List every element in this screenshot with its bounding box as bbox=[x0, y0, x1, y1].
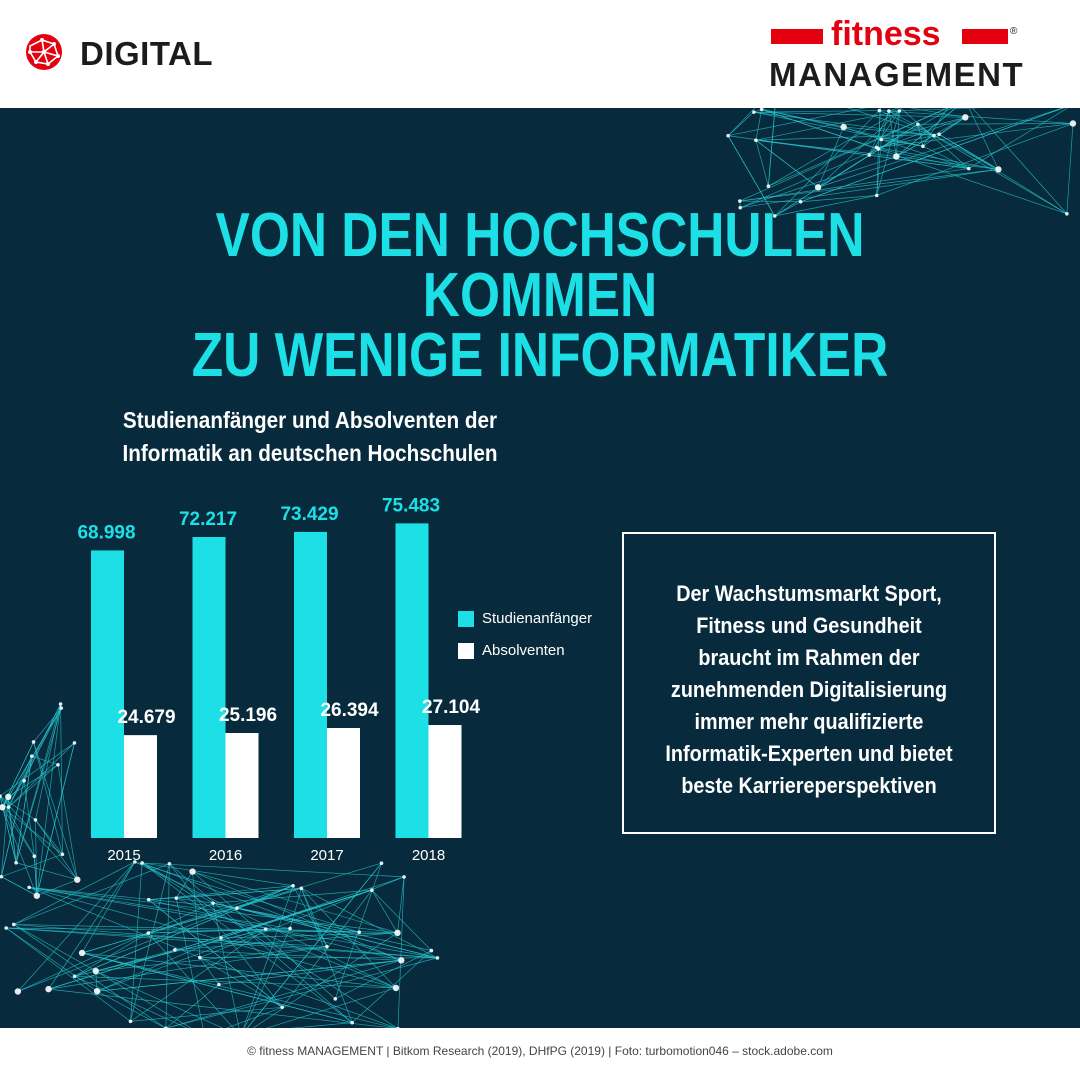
headline: VON DEN HOCHSCHULEN KOMMEN ZU WENIGE INF… bbox=[92, 201, 988, 390]
brand-logo: fitness ® MANAGEMENT bbox=[766, 14, 1026, 94]
chart-title: Studienanfänger und Absolventen der Info… bbox=[85, 404, 535, 470]
section-label: DIGITAL bbox=[80, 35, 214, 72]
legend-swatch-absolventen bbox=[458, 643, 474, 659]
infographic-panel: VON DEN HOCHSCHULEN KOMMEN ZU WENIGE INF… bbox=[0, 108, 1080, 1028]
x-tick-label-2015: 2015 bbox=[107, 847, 140, 864]
callout-text: Der Wachstumsmarkt Sport, Fitness und Ge… bbox=[643, 578, 976, 802]
legend-label-studienanfaenger: Studienanfänger bbox=[482, 610, 593, 627]
x-tick-label-2017: 2017 bbox=[310, 847, 343, 864]
network-background bbox=[0, 108, 1077, 1028]
network-cluster bbox=[726, 108, 1077, 218]
x-tick-label-2018: 2018 bbox=[412, 847, 445, 864]
data-label-absolventen-2015: 24.679 bbox=[117, 707, 175, 728]
bar-absolventen-2016 bbox=[225, 732, 259, 838]
bar-absolventen-2017 bbox=[327, 727, 360, 838]
network-cluster bbox=[0, 702, 81, 899]
legend-swatch-studienanfaenger bbox=[458, 611, 474, 627]
bar-absolventen-2015 bbox=[124, 735, 157, 838]
x-tick-label-2016: 2016 bbox=[209, 847, 242, 864]
callout-line: Fitness und Gesundheit bbox=[696, 613, 922, 638]
data-label-absolventen-2018: 27.104 bbox=[422, 697, 481, 718]
callout-line: immer mehr qualifizierte bbox=[694, 709, 924, 734]
globe-icon bbox=[26, 34, 62, 70]
data-label-studienanfaenger-2018: 75.483 bbox=[382, 495, 440, 516]
network-cluster bbox=[4, 860, 440, 1028]
callout-line: Der Wachstumsmarkt Sport, bbox=[676, 581, 942, 606]
callout-box: Der Wachstumsmarkt Sport, Fitness und Ge… bbox=[622, 532, 996, 834]
data-label-absolventen-2017: 26.394 bbox=[320, 700, 379, 721]
chart-title-line-2: Informatik an deutschen Hochschulen bbox=[122, 440, 498, 466]
bar-studienanfaenger-2018 bbox=[395, 523, 429, 838]
callout-line: beste Karriereperspektiven bbox=[681, 773, 937, 798]
footer-credits: © fitness MANAGEMENT | Bitkom Research (… bbox=[247, 1044, 833, 1058]
bar-absolventen-2018 bbox=[428, 725, 462, 838]
brand-top: fitness bbox=[831, 15, 941, 53]
bar-studienanfaenger-2015 bbox=[91, 550, 124, 838]
headline-line-1: VON DEN HOCHSCHULEN KOMMEN bbox=[215, 201, 865, 330]
data-label-studienanfaenger-2015: 68.998 bbox=[77, 522, 135, 543]
callout-line: Informatik-Experten und bietet bbox=[665, 741, 953, 766]
chart-title-line-1: Studienanfänger und Absolventen der bbox=[122, 407, 498, 433]
brand-bar-right bbox=[962, 29, 1008, 44]
bar-chart: 68.998 24.679 2015 72.217 25.196 2016 73.429 26… bbox=[77, 495, 481, 864]
registered-mark: ® bbox=[1010, 26, 1018, 37]
bar-studienanfaenger-2016 bbox=[192, 536, 226, 838]
header: DIGITAL fitness ® MANAGEMENT bbox=[0, 0, 1080, 108]
callout-line: braucht im Rahmen der bbox=[698, 645, 920, 670]
legend-label-absolventen: Absolventen bbox=[482, 642, 565, 659]
data-label-studienanfaenger-2016: 72.217 bbox=[179, 509, 237, 530]
brand-bar-left bbox=[771, 29, 823, 44]
headline-line-2: ZU WENIGE INFORMATIKER bbox=[191, 321, 889, 390]
data-label-studienanfaenger-2017: 73.429 bbox=[280, 504, 338, 525]
bar-studienanfaenger-2017 bbox=[294, 531, 327, 838]
brand-bottom: MANAGEMENT bbox=[769, 56, 1025, 93]
callout-line: zunehmenden Digitalisierung bbox=[670, 677, 948, 702]
footer: © fitness MANAGEMENT | Bitkom Research (… bbox=[0, 1028, 1080, 1080]
data-label-absolventen-2016: 25.196 bbox=[219, 705, 277, 726]
